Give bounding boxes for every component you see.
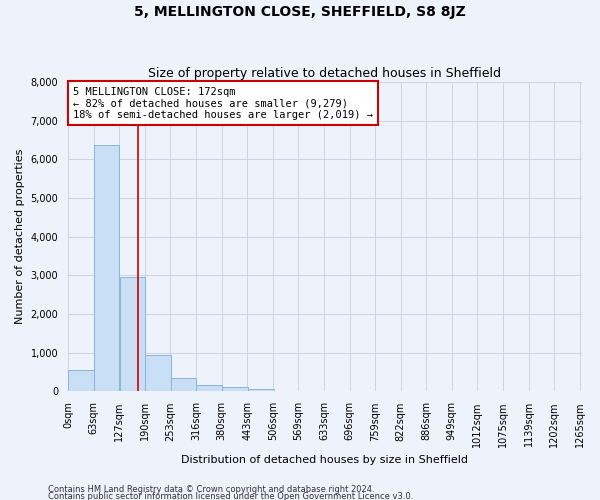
Text: 5, MELLINGTON CLOSE, SHEFFIELD, S8 8JZ: 5, MELLINGTON CLOSE, SHEFFIELD, S8 8JZ	[134, 5, 466, 19]
Title: Size of property relative to detached houses in Sheffield: Size of property relative to detached ho…	[148, 66, 502, 80]
Bar	[196, 386, 222, 392]
Y-axis label: Number of detached properties: Number of detached properties	[15, 149, 25, 324]
Bar	[68, 370, 94, 392]
Bar	[94, 144, 119, 392]
Bar	[171, 378, 196, 392]
Bar	[119, 277, 145, 392]
Text: Contains HM Land Registry data © Crown copyright and database right 2024.: Contains HM Land Registry data © Crown c…	[48, 486, 374, 494]
X-axis label: Distribution of detached houses by size in Sheffield: Distribution of detached houses by size …	[181, 455, 469, 465]
Text: Contains public sector information licensed under the Open Government Licence v3: Contains public sector information licen…	[48, 492, 413, 500]
Text: 5 MELLINGTON CLOSE: 172sqm
← 82% of detached houses are smaller (9,279)
18% of s: 5 MELLINGTON CLOSE: 172sqm ← 82% of deta…	[73, 86, 373, 120]
Bar	[248, 388, 274, 392]
Bar	[145, 354, 171, 392]
Bar	[223, 387, 248, 392]
